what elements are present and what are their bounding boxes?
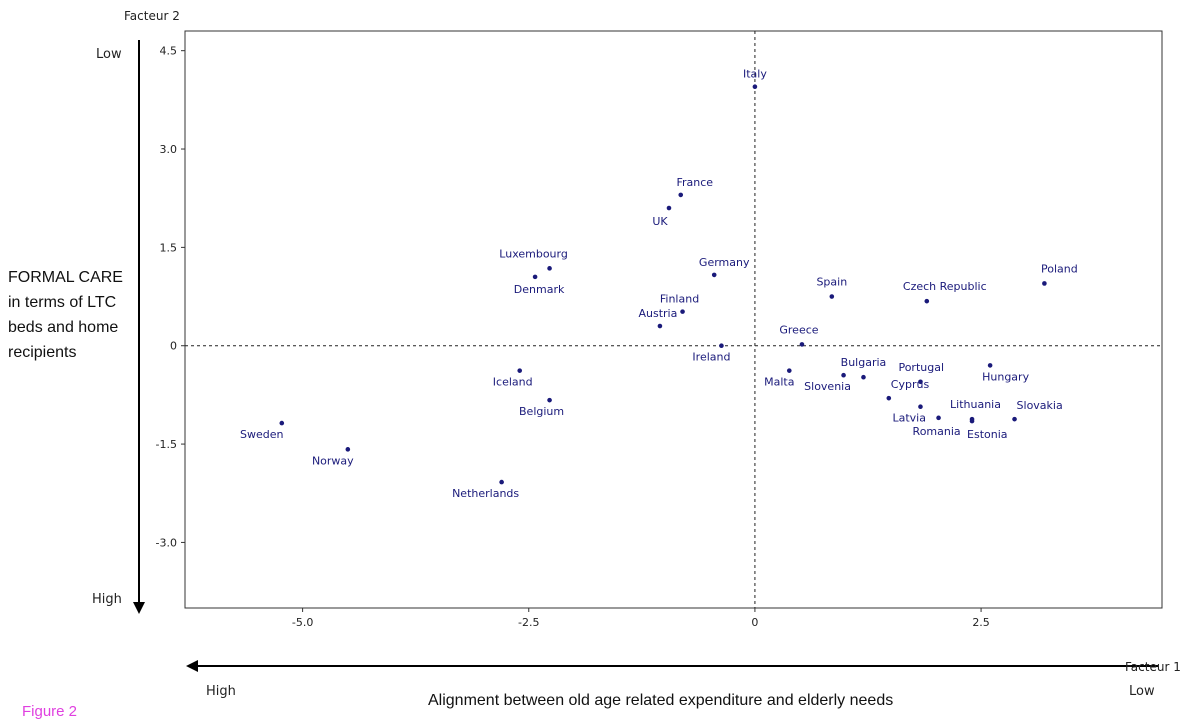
point-label: Hungary [982,370,1029,383]
point-label: Ireland [692,351,730,364]
data-point [969,418,975,424]
figure-caption: Figure 2 [22,703,78,720]
data-point [499,479,504,485]
data-point [532,274,538,280]
data-point [924,298,930,304]
x-low-label: Low [1129,684,1155,699]
data-point [547,397,552,403]
data-point [987,363,993,368]
point-label: Slovakia [1017,399,1063,412]
plot-frame [184,30,1163,609]
data-point [752,84,758,90]
y-tick-label: -1.5 [156,438,177,451]
point-label: Estonia [967,428,1008,441]
y-high-label: High [92,592,122,607]
point-label: Denmark [514,283,565,296]
data-point [918,404,923,410]
y-direction-arrow-head [133,602,145,614]
point-label: Malta [764,376,794,389]
y-axis-title: FORMAL CARE in terms of LTC beds and hom… [8,269,123,361]
y-axis-name: Facteur 2 [124,9,180,23]
y-low-label: Low [96,47,122,62]
y-tick-label: 0 [170,340,177,353]
point-label: Iceland [493,376,533,389]
data-point [678,192,684,198]
point-label: Spain [816,276,847,289]
data-point [279,420,285,426]
point-label: Norway [312,454,354,467]
point-label: Netherlands [452,487,519,500]
data-point [799,342,805,347]
data-point [786,368,792,373]
x-axis-name: Facteur 1 [1125,660,1181,674]
data-point [547,266,552,271]
data-point [841,372,846,378]
point-label: Luxembourg [499,247,568,260]
point-label: Lithuania [950,398,1001,411]
data-point [861,374,866,380]
y-tick-label: -3.0 [156,536,177,549]
data-point [1012,416,1017,422]
point-label: Greece [779,323,818,336]
point-label: Latvia [892,412,926,425]
x-direction-arrow-head [186,660,198,672]
point-label: Italy [743,68,767,81]
point-label: Slovenia [804,380,851,393]
point-label: UK [652,215,668,228]
data-point [517,368,523,373]
point-label: Cyprus [891,378,930,391]
data-point [657,323,663,329]
x-high-label: High [206,684,236,699]
data-point [918,379,923,385]
point-label: Sweden [240,428,283,441]
point-label: Portugal [898,361,944,374]
data-point [345,447,351,452]
point-label: Austria [638,307,677,320]
y-tick-label: 3.0 [160,143,178,156]
point-label: Germany [699,256,750,269]
data-point [666,205,672,211]
data-point [936,415,941,421]
point-label: Romania [913,425,961,438]
x-tick-label: -5.0 [292,616,313,629]
data-point [886,395,892,401]
point-label: Czech Republic [903,280,987,293]
point-label: Bulgaria [841,356,887,369]
y-tick-label: 1.5 [160,241,178,254]
point-label: Belgium [519,405,564,418]
data-point [719,343,724,349]
x-tick-label: 2.5 [972,616,990,629]
point-label: Finland [660,293,699,306]
x-axis-title: Alignment between old age related expend… [428,692,894,709]
data-point [1042,281,1047,286]
point-label: Poland [1041,262,1078,275]
data-point [711,272,717,278]
y-tick-label: 4.5 [160,45,178,58]
x-tick-label: -2.5 [518,616,539,629]
x-tick-label: 0 [751,616,758,629]
point-label: France [676,176,713,189]
data-point [680,309,685,314]
data-point [829,294,835,299]
